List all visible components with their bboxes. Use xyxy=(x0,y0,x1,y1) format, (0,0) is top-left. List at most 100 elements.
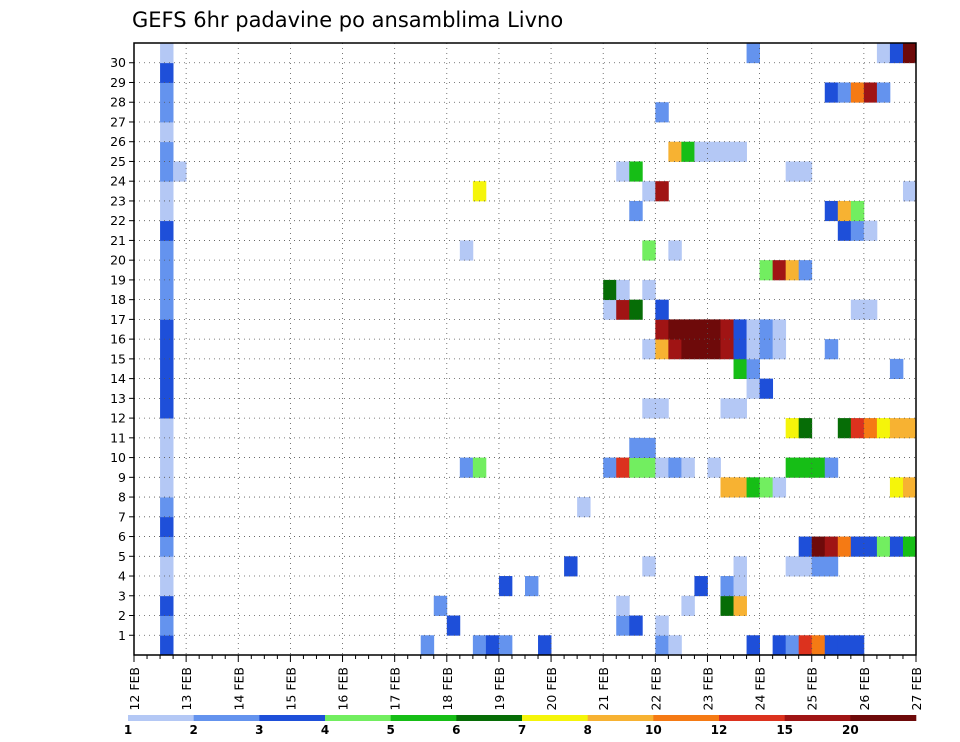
heatmap-cell xyxy=(485,635,500,656)
heatmap-cell xyxy=(160,220,174,241)
colorbar: 1 2 3 4 5 6 7 8 10 12 15 20 xyxy=(124,715,917,737)
heatmap-cell xyxy=(850,200,865,222)
heatmap-cell xyxy=(733,398,747,419)
heatmap-cell xyxy=(616,299,630,320)
y-tick-label: 13 xyxy=(110,391,126,406)
heatmap-cell xyxy=(564,556,578,577)
heatmap-cell xyxy=(655,457,669,478)
heatmap-cell xyxy=(160,457,174,478)
x-axis: 12 FEB 13 FEB 14 FEB 15 FEB 16 FEB 17 FEB 18 F… xyxy=(127,655,924,711)
heatmap-cell xyxy=(720,141,734,162)
colorbar-label: 20 xyxy=(842,723,859,737)
colorbar-swatch xyxy=(456,715,523,721)
heatmap-cell xyxy=(629,161,643,182)
heatmap-cell xyxy=(876,43,891,64)
y-tick-label: 26 xyxy=(110,134,126,149)
y-tick-label: 5 xyxy=(118,549,126,564)
heatmap-cell xyxy=(160,260,174,281)
colorbar-swatch xyxy=(850,715,917,721)
heatmap-cell xyxy=(863,299,878,320)
heatmap-cell xyxy=(160,200,174,222)
heatmap-cell xyxy=(889,358,904,380)
y-tick-label: 2 xyxy=(118,608,126,623)
colorbar-swatch xyxy=(390,715,457,721)
heatmap-cell xyxy=(655,319,669,340)
heatmap-cell xyxy=(837,82,852,103)
heatmap-cell xyxy=(603,299,617,320)
heatmap-cell xyxy=(538,635,552,656)
heatmap-cell xyxy=(160,615,174,636)
heatmap-cell xyxy=(759,339,774,360)
heatmap-cell xyxy=(733,477,747,498)
heatmap-cell xyxy=(772,319,787,340)
heatmap-cell xyxy=(616,161,630,182)
y-tick-label: 21 xyxy=(110,233,126,248)
heatmap-cell xyxy=(629,200,643,222)
y-tick-label: 3 xyxy=(118,588,126,603)
heatmap-cell xyxy=(798,556,813,577)
heatmap-cell xyxy=(160,279,174,301)
heatmap-cell xyxy=(160,82,174,103)
heatmap-cell xyxy=(616,457,630,478)
y-tick-label: 22 xyxy=(110,213,126,228)
heatmap-cell xyxy=(746,319,760,340)
x-tick-label: 19 FEB xyxy=(492,667,507,711)
heatmap-cell xyxy=(160,102,174,123)
heatmap-cell xyxy=(850,418,865,439)
heatmap-cell xyxy=(889,418,904,439)
heatmap-cell xyxy=(720,319,734,340)
heatmap-cell xyxy=(772,339,787,360)
heatmap-cell xyxy=(160,319,174,340)
heatmap-cell xyxy=(160,161,174,182)
heatmap-cell xyxy=(681,141,695,162)
heatmap-cell xyxy=(746,477,760,498)
heatmap-cell xyxy=(694,576,708,597)
heatmap-cell xyxy=(616,615,630,636)
heatmap-cells xyxy=(160,43,917,656)
heatmap-cell xyxy=(160,556,174,577)
y-axis: 1234567891011121314151617181920212223242… xyxy=(110,55,134,643)
y-tick-label: 4 xyxy=(118,569,126,584)
y-tick-label: 30 xyxy=(110,55,126,70)
x-tick-label: 20 FEB xyxy=(544,667,559,711)
y-tick-label: 7 xyxy=(118,509,126,524)
heatmap-cell xyxy=(785,161,800,182)
y-tick-label: 9 xyxy=(118,470,126,485)
heatmap-cell xyxy=(655,102,669,123)
heatmap-cell xyxy=(746,358,760,380)
heatmap-cell xyxy=(746,378,760,399)
colorbar-swatch xyxy=(259,715,326,721)
heatmap-cell xyxy=(160,43,174,64)
heatmap-cell xyxy=(811,536,826,557)
heatmap-cell xyxy=(668,141,682,162)
heatmap-cell xyxy=(733,339,747,360)
heatmap-cell xyxy=(863,220,878,241)
heatmap-cell xyxy=(655,615,669,636)
y-tick-label: 27 xyxy=(110,114,126,129)
heatmap-cell xyxy=(642,240,656,261)
heatmap-cell xyxy=(668,339,682,360)
heatmap-cell xyxy=(798,260,813,281)
heatmap-cell xyxy=(759,319,774,340)
heatmap-cell xyxy=(733,576,747,597)
colorbar-swatch xyxy=(653,715,720,721)
heatmap-cell xyxy=(160,398,174,419)
heatmap-cell xyxy=(472,457,487,478)
heatmap-cell xyxy=(160,240,174,261)
heatmap-cell xyxy=(798,457,813,478)
heatmap-cell xyxy=(811,635,826,656)
heatmap-cell xyxy=(629,457,643,478)
colorbar-swatch xyxy=(325,715,391,721)
heatmap-cell xyxy=(668,240,682,261)
y-tick-label: 17 xyxy=(110,312,126,327)
heatmap-cell xyxy=(733,358,747,380)
heatmap-cell xyxy=(603,457,617,478)
heatmap-cell xyxy=(733,556,747,577)
heatmap-cell xyxy=(642,398,656,419)
heatmap-cell xyxy=(785,260,800,281)
heatmap-cell xyxy=(798,418,813,439)
x-tick-label: 23 FEB xyxy=(700,667,715,711)
heatmap-cell xyxy=(642,339,656,360)
x-tick-label: 24 FEB xyxy=(753,667,768,711)
